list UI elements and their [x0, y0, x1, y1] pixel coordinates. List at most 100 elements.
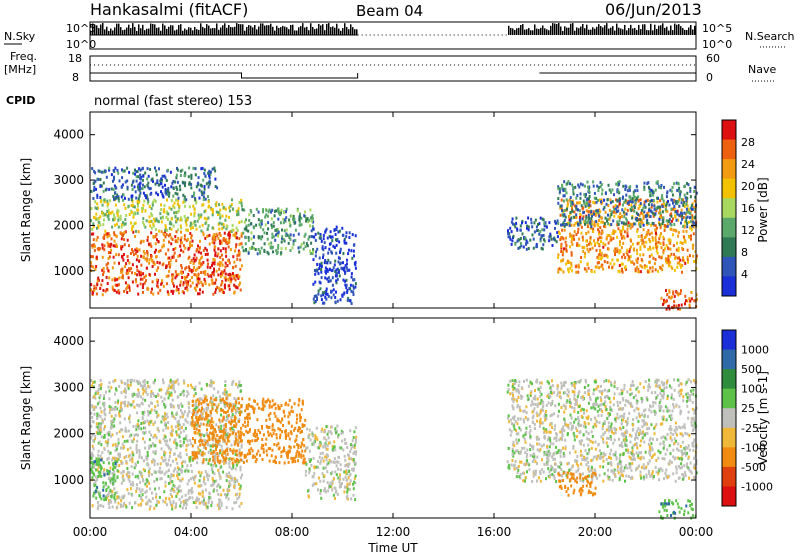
data-cell	[169, 259, 172, 262]
data-cell	[196, 499, 199, 503]
data-cell	[118, 414, 121, 418]
data-cell	[91, 243, 94, 247]
data-cell	[239, 468, 242, 472]
data-cell	[186, 464, 189, 468]
data-cell	[148, 261, 151, 265]
data-cell	[222, 391, 225, 395]
data-cell	[187, 489, 190, 493]
data-cell	[267, 227, 270, 231]
data-cell	[634, 269, 637, 272]
data-cell	[686, 225, 689, 229]
data-cell	[225, 474, 228, 478]
data-cell	[334, 300, 337, 304]
data-cell	[235, 226, 238, 230]
data-cell	[642, 214, 645, 218]
data-cell	[346, 262, 348, 266]
data-cell	[125, 459, 128, 463]
data-cell	[191, 424, 194, 428]
data-cell	[162, 459, 165, 463]
data-cell	[205, 473, 208, 476]
data-cell	[667, 304, 670, 308]
data-cell	[121, 408, 123, 412]
data-cell	[197, 484, 200, 488]
data-cell	[516, 239, 519, 243]
data-cell	[270, 241, 273, 245]
data-cell	[245, 218, 247, 222]
nsky-bar	[592, 27, 594, 35]
data-cell	[140, 422, 143, 425]
data-cell	[97, 463, 100, 467]
data-cell	[507, 235, 510, 239]
data-cell	[595, 248, 598, 252]
data-cell	[543, 238, 545, 242]
data-cell	[616, 199, 619, 203]
data-cell	[166, 189, 169, 193]
data-cell	[299, 215, 301, 219]
data-cell	[584, 251, 586, 255]
data-cell	[134, 475, 137, 479]
nsky-bar	[142, 24, 144, 35]
data-cell	[131, 250, 134, 254]
data-cell	[322, 248, 325, 252]
data-cell	[113, 231, 116, 235]
data-cell	[141, 207, 143, 210]
data-cell	[665, 244, 668, 248]
data-cell	[313, 295, 316, 298]
nsky-bar	[156, 27, 158, 35]
data-cell	[118, 411, 121, 415]
data-cell	[103, 394, 106, 398]
data-cell	[580, 204, 583, 208]
data-cell	[136, 185, 139, 189]
data-cell	[563, 209, 566, 212]
data-cell	[135, 448, 138, 452]
nsky-bar	[90, 30, 92, 35]
data-cell	[338, 240, 341, 244]
data-cell	[569, 245, 572, 249]
data-cell	[514, 242, 517, 246]
data-cell	[179, 444, 182, 448]
data-cell	[325, 227, 328, 231]
data-cell	[144, 446, 147, 450]
data-cell	[309, 249, 312, 253]
data-cell	[310, 241, 313, 245]
nsky-bar	[516, 28, 518, 35]
data-cell	[96, 486, 99, 489]
nsky-bar	[136, 30, 138, 35]
nsky-bar	[178, 25, 180, 35]
data-cell	[620, 232, 623, 236]
data-cell	[194, 403, 197, 407]
data-cell	[99, 383, 102, 387]
data-cell	[689, 195, 692, 199]
data-cell	[167, 256, 170, 260]
data-cell	[350, 275, 353, 279]
data-cell	[192, 194, 195, 198]
data-cell	[196, 496, 199, 500]
data-cell	[93, 185, 96, 189]
data-cell	[137, 476, 140, 480]
data-cell	[529, 238, 532, 242]
data-cell	[131, 263, 134, 267]
data-cell	[93, 491, 95, 495]
data-cell	[636, 197, 638, 201]
data-cell	[237, 443, 240, 447]
data-cell	[277, 234, 279, 238]
data-cell	[521, 232, 524, 236]
data-cell	[224, 405, 226, 409]
data-cell	[213, 479, 216, 483]
data-cell	[625, 212, 628, 216]
data-cell	[94, 267, 97, 271]
data-cell	[174, 180, 177, 184]
data-cell	[112, 244, 115, 248]
data-cell	[323, 291, 326, 294]
data-cell	[673, 294, 676, 298]
data-cell	[352, 290, 355, 294]
data-cell	[620, 262, 623, 266]
data-cell	[642, 223, 645, 227]
data-cell	[206, 432, 208, 436]
data-cell	[107, 433, 110, 437]
data-cell	[112, 482, 115, 486]
data-cell	[164, 414, 167, 417]
nsky-bar	[522, 24, 524, 35]
data-cell	[218, 507, 221, 511]
data-cell	[191, 195, 194, 198]
